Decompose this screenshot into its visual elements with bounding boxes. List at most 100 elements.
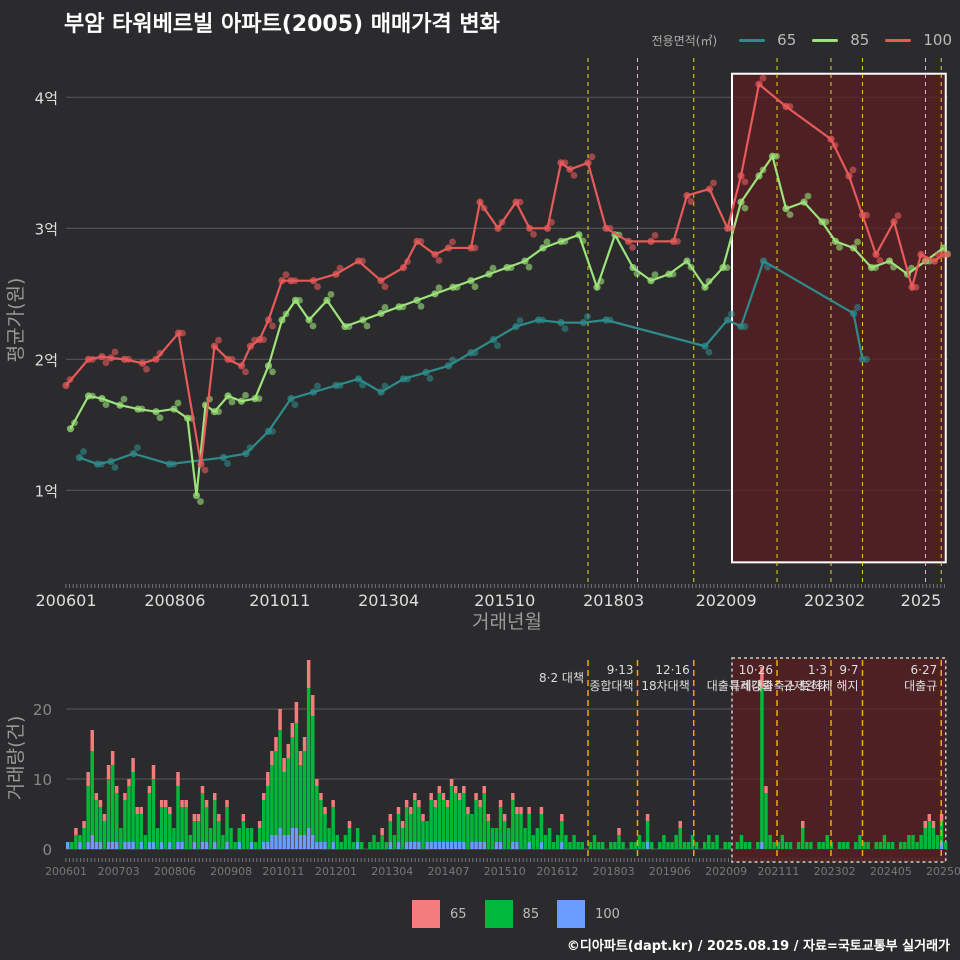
volume-bar-65 [139, 807, 143, 814]
volume-bar-85 [494, 828, 499, 842]
volume-bar-85 [159, 807, 164, 842]
volume-bar-85 [662, 835, 666, 849]
volume-bar-100 [388, 842, 393, 849]
volume-bar-100 [278, 828, 282, 849]
policy-annotation-label: 8·2 대책 [539, 670, 584, 685]
volume-bar-65 [927, 814, 932, 821]
volume-bar-65 [196, 814, 201, 821]
volume-bar-85 [837, 842, 842, 849]
volume-bar-65 [498, 800, 503, 807]
volume-bar-100 [560, 842, 564, 849]
price-point-65 [863, 355, 870, 363]
volume-bar-100 [355, 842, 360, 849]
volume-bar-65 [939, 814, 944, 821]
price-y-axis-title: 평균가(원) [5, 278, 27, 363]
volume-bar-85 [315, 786, 319, 842]
price-x-tick-label: 200601 [35, 591, 96, 610]
volume-bar-85 [327, 828, 331, 849]
volume-bar-85 [376, 842, 380, 849]
volume-bar-65 [294, 702, 299, 723]
volume-bar-100 [429, 842, 433, 849]
volume-bar-65 [331, 800, 335, 807]
volume-bar-85 [302, 751, 307, 835]
volume-bar-65 [413, 793, 417, 800]
volume-bar-100 [192, 842, 197, 849]
volume-bar-65 [315, 779, 319, 786]
volume-bar-65 [204, 800, 209, 807]
volume-bar-85 [119, 828, 123, 849]
volume-bar-65 [445, 800, 450, 807]
volume-x-tick-label: 201510 [484, 865, 526, 878]
volume-bar-85 [360, 842, 364, 849]
volume-bar-100 [539, 842, 544, 849]
volume-bar-85 [511, 800, 515, 842]
price-point-100 [759, 74, 767, 82]
volume-bar-85 [776, 842, 780, 849]
volume-legend-box-85 [484, 900, 513, 928]
price-point-100 [282, 271, 290, 279]
policy-annotation-label: 1·3 [808, 663, 827, 677]
volume-bar-65 [184, 800, 188, 807]
volume-bar-65 [511, 793, 515, 800]
volume-bar-85 [515, 814, 519, 842]
volume-bar-85 [747, 842, 752, 849]
price-x-tick-label: 201304 [358, 591, 419, 610]
volume-bar-65 [266, 772, 270, 786]
volume-bar-85 [817, 842, 821, 849]
volume-bar-65 [110, 751, 115, 765]
volume-x-tick-label: 201906 [649, 865, 691, 878]
volume-bar-65 [94, 793, 99, 800]
volume-bar-85 [94, 800, 99, 842]
volume-bar-85 [147, 793, 152, 842]
price-point-65 [705, 348, 713, 356]
volume-bar-85 [372, 835, 376, 849]
policy-annotation-label: 10·26 [739, 663, 773, 677]
volume-bar-100 [433, 842, 437, 849]
volume-bar-65 [417, 800, 421, 807]
volume-bar-85 [458, 800, 462, 842]
volume-bar-85 [580, 842, 584, 849]
volume-bar-85 [449, 786, 454, 842]
price-point-65 [224, 460, 231, 467]
volume-bar-85 [572, 835, 576, 849]
volume-bar-100 [302, 835, 307, 849]
price-y-tick-label: 3억 [35, 220, 58, 238]
volume-bar-85 [270, 765, 274, 835]
volume-bar-65 [923, 821, 927, 828]
volume-bar-65 [123, 793, 127, 800]
price-x-tick-label: 202302 [804, 591, 865, 610]
volume-legend-box-100 [557, 900, 586, 928]
volume-bar-65 [127, 779, 131, 786]
volume-bar-100 [151, 842, 156, 849]
volume-bar-85 [629, 842, 633, 849]
volume-bar-85 [200, 793, 205, 842]
volume-bar-65 [527, 807, 531, 814]
volume-bar-85 [825, 835, 829, 849]
volume-bar-65 [278, 709, 282, 730]
volume-bar-85 [184, 807, 188, 849]
volume-bar-65 [217, 814, 221, 821]
price-x-tick-label: 200806 [144, 591, 205, 610]
volume-bar-85 [192, 821, 197, 842]
volume-bar-85 [633, 842, 638, 849]
volume-bar-100 [425, 842, 429, 849]
price-point-100 [516, 198, 524, 206]
volume-bar-85 [903, 842, 907, 849]
price-point-100 [651, 232, 659, 239]
price-x-tick-label: 2025 [901, 591, 942, 610]
volume-bar-100 [213, 842, 217, 849]
volume-bar-85 [845, 842, 850, 849]
volume-bar-65 [147, 786, 152, 793]
volume-bar-85 [911, 835, 915, 849]
price-point-100 [710, 179, 717, 187]
volume-bar-85 [196, 821, 201, 849]
price-x-axis-title: 거래년월 [472, 611, 542, 633]
price-point-100 [894, 212, 902, 220]
volume-bar-85 [470, 814, 474, 842]
volume-bar-100 [266, 842, 270, 849]
price-point-85 [197, 498, 204, 505]
volume-bar-85 [245, 828, 250, 849]
volume-bar-85 [474, 800, 478, 842]
volume-bar-85 [478, 807, 482, 842]
volume-bar-100 [78, 842, 82, 849]
